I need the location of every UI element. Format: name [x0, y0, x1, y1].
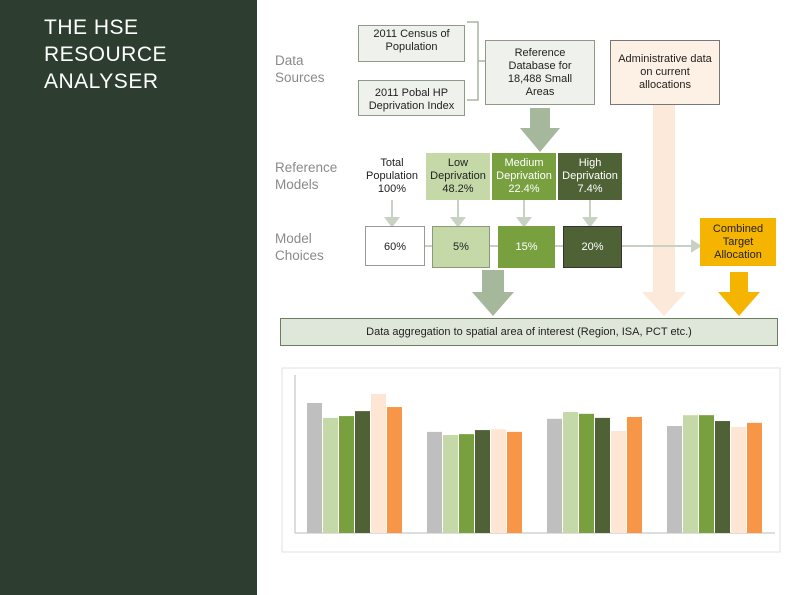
bar — [747, 422, 762, 533]
bar — [427, 431, 442, 533]
bar — [731, 426, 746, 533]
model-box: Medium Deprivation 22.4% — [492, 153, 556, 200]
bar — [563, 412, 578, 533]
bar — [371, 393, 386, 533]
connectors — [384, 200, 702, 253]
bar — [323, 417, 338, 533]
combined-box: Combined Target Allocation — [700, 218, 776, 266]
bar — [475, 430, 490, 533]
slide-title: THE HSE RESOURCE ANALYSER — [44, 16, 168, 93]
row-label: Model Choices — [275, 231, 324, 263]
bar — [355, 411, 370, 533]
bar — [699, 415, 714, 533]
arrow — [472, 270, 514, 316]
database-box: Reference Database for 18,488 Small Area… — [485, 40, 595, 105]
bars — [307, 393, 762, 533]
model-box: Low Deprivation 48.2% — [426, 153, 490, 200]
bar — [579, 413, 594, 533]
bracket — [467, 21, 485, 101]
bar — [627, 416, 642, 533]
model-label: Medium Deprivation — [496, 157, 552, 182]
model-box: High Deprivation 7.4% — [558, 153, 622, 200]
model-value: 48.2% — [442, 183, 474, 195]
bar — [459, 434, 474, 533]
bar — [387, 407, 402, 533]
bar — [595, 417, 610, 533]
model-label: Low Deprivation — [430, 157, 486, 182]
model-value: 22.4% — [508, 183, 540, 195]
bar — [507, 431, 522, 533]
source-box: 2011 Census of Population — [358, 25, 465, 62]
model-value: 7.4% — [577, 183, 603, 195]
bar — [611, 430, 626, 533]
bar — [443, 435, 458, 533]
model-label: Total Population — [366, 157, 418, 182]
bar — [715, 421, 730, 533]
bar — [683, 415, 698, 533]
bar — [491, 429, 506, 533]
bar — [667, 426, 682, 533]
arrow — [718, 272, 760, 316]
bar — [339, 416, 354, 533]
side-panel: THE HSE RESOURCE ANALYSER — [0, 0, 257, 595]
model-value: 100% — [377, 183, 407, 195]
choice-box: 15% — [498, 226, 555, 268]
choice-box: 20% — [563, 226, 622, 268]
bar — [547, 418, 562, 533]
source-box: 2011 Pobal HP Deprivation Index — [358, 80, 465, 116]
admin-box: Administrative data on current allocatio… — [610, 40, 720, 105]
choice-box: 5% — [432, 226, 490, 268]
arrow — [520, 108, 560, 152]
model-label: High Deprivation — [562, 157, 618, 182]
row-label: Data Sources — [275, 53, 325, 85]
arrow — [642, 105, 686, 316]
row-label: Reference Models — [275, 160, 338, 192]
model-box: Total Population 100% — [360, 153, 424, 200]
choice-box: 60% — [365, 226, 425, 266]
bar — [307, 402, 322, 533]
aggregation-bar: Data aggregation to spatial area of inte… — [280, 318, 778, 346]
